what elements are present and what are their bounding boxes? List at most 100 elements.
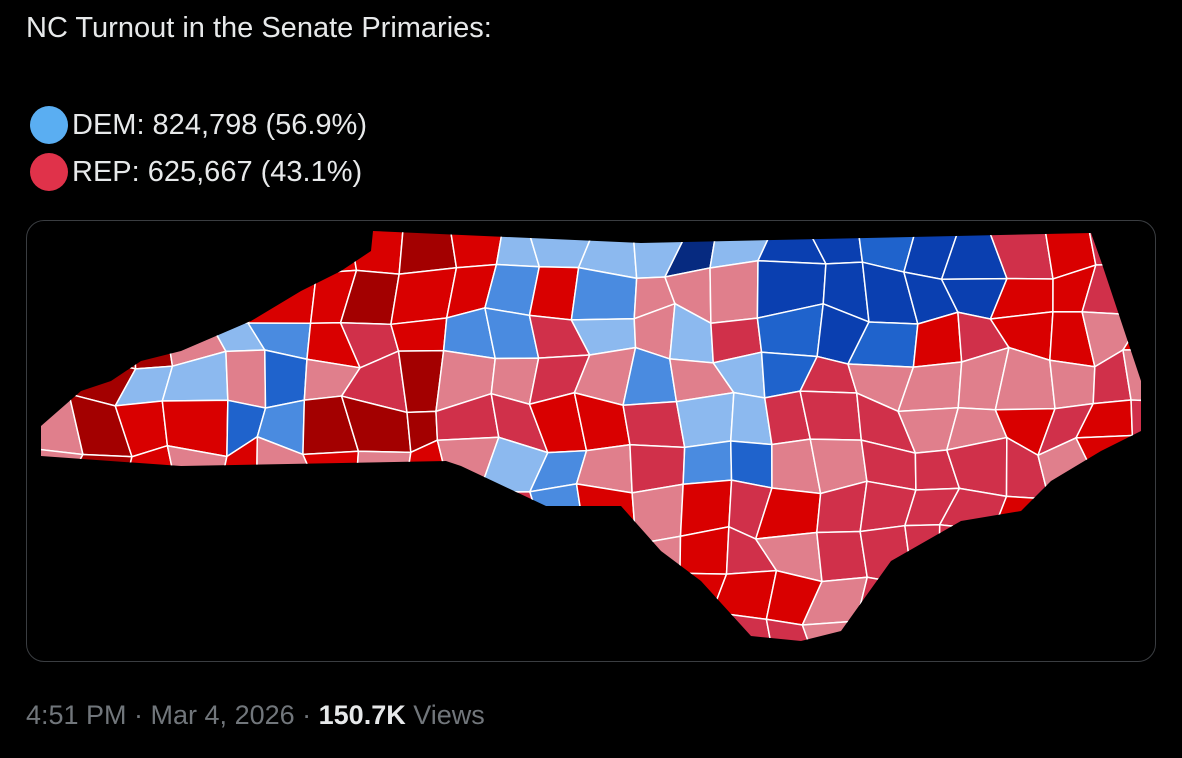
post-meta: 4:51 PM · Mar 4, 2026 · 150.7K Views xyxy=(26,700,485,731)
county xyxy=(1040,584,1094,625)
county xyxy=(815,530,869,583)
county xyxy=(625,612,681,641)
county xyxy=(204,263,273,324)
county xyxy=(41,566,86,629)
county xyxy=(41,307,83,358)
county xyxy=(575,483,637,545)
county xyxy=(1120,481,1141,543)
county xyxy=(203,615,272,641)
county xyxy=(437,581,502,616)
county xyxy=(765,618,816,641)
county xyxy=(496,530,544,587)
county xyxy=(118,231,166,272)
county xyxy=(121,615,183,641)
county xyxy=(1121,314,1141,351)
county xyxy=(985,614,1051,641)
county xyxy=(41,618,89,641)
county xyxy=(938,566,990,619)
county xyxy=(799,390,863,441)
county xyxy=(437,533,502,588)
legend-item: REP: 625,667 (43.1%) xyxy=(30,153,362,191)
county xyxy=(855,620,905,641)
county xyxy=(250,490,320,531)
county xyxy=(859,524,914,587)
county xyxy=(625,572,681,620)
county xyxy=(340,494,406,538)
county xyxy=(482,581,538,626)
county xyxy=(622,400,686,449)
county xyxy=(263,582,320,625)
county xyxy=(213,480,258,537)
county xyxy=(134,522,174,578)
county xyxy=(1130,399,1141,456)
county xyxy=(163,263,219,324)
county xyxy=(225,349,267,409)
county xyxy=(67,478,136,544)
media-card[interactable] xyxy=(26,220,1156,662)
county xyxy=(1126,627,1141,641)
county xyxy=(41,527,90,588)
county xyxy=(41,448,85,496)
county xyxy=(41,231,76,267)
county xyxy=(173,615,211,641)
county xyxy=(41,353,70,414)
county xyxy=(1091,584,1141,630)
county xyxy=(118,267,167,324)
county xyxy=(354,450,412,497)
county xyxy=(1121,231,1141,266)
county xyxy=(1034,523,1094,587)
county xyxy=(1033,481,1100,539)
county xyxy=(299,573,363,625)
legend-label: REP: 625,667 (43.1%) xyxy=(72,155,363,188)
county xyxy=(682,440,733,486)
county xyxy=(855,576,914,631)
county xyxy=(397,572,448,626)
county xyxy=(201,529,269,585)
county xyxy=(201,569,269,624)
county xyxy=(171,569,211,629)
county xyxy=(1040,614,1093,641)
county xyxy=(531,584,594,626)
county xyxy=(246,268,318,325)
county xyxy=(671,611,728,641)
county xyxy=(443,480,499,542)
county xyxy=(132,306,174,370)
county xyxy=(986,566,1046,617)
county xyxy=(938,523,995,573)
county xyxy=(347,572,402,626)
county xyxy=(345,623,408,641)
county xyxy=(1120,522,1141,586)
county xyxy=(387,536,446,588)
legend-item: DEM: 824,798 (56.9%) xyxy=(30,106,367,144)
county xyxy=(635,535,682,590)
county xyxy=(448,231,503,269)
county xyxy=(387,480,449,542)
county xyxy=(160,480,223,537)
county xyxy=(73,264,134,309)
county xyxy=(531,624,594,641)
county xyxy=(311,622,350,641)
legend-dot xyxy=(30,153,68,191)
county xyxy=(299,523,363,587)
post-text: NC Turnout in the Senate Primaries: xyxy=(26,12,492,44)
county xyxy=(631,483,684,546)
county xyxy=(675,391,735,449)
county xyxy=(893,616,962,641)
view-count: 150.7K xyxy=(318,700,406,730)
legend-dot xyxy=(30,106,68,144)
county xyxy=(160,522,216,578)
county xyxy=(1078,481,1141,543)
county xyxy=(590,584,637,627)
county xyxy=(585,543,637,590)
county xyxy=(76,566,137,621)
county xyxy=(264,231,318,274)
views-label: Views xyxy=(413,700,485,730)
county xyxy=(1048,359,1096,410)
county xyxy=(446,612,495,641)
county xyxy=(1078,522,1141,587)
county xyxy=(301,450,360,497)
county xyxy=(588,617,633,641)
county xyxy=(893,570,946,631)
county xyxy=(83,528,137,573)
